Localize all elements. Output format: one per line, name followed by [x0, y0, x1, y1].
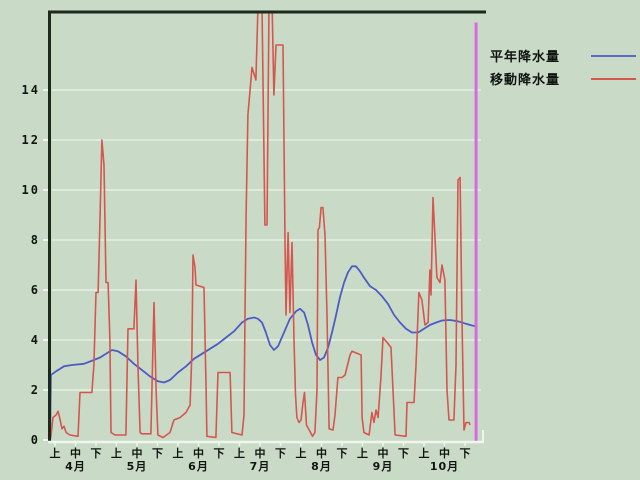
x-axis-period-label: 中: [70, 447, 81, 460]
x-axis-period-label: 上: [234, 447, 245, 460]
x-axis-month-label: 7月: [249, 460, 271, 473]
x-axis-month-label: 10月: [429, 460, 460, 473]
legend: 平年降水量 移動降水量: [490, 44, 636, 90]
legend-item-normal-precipitation: 平年降水量: [490, 44, 636, 67]
y-axis-label: 14: [21, 83, 40, 97]
x-axis-period-label: 下: [90, 447, 102, 460]
x-axis-period-label: 中: [439, 447, 450, 460]
x-axis-month-label: 8月: [311, 460, 332, 473]
y-axis-label: 10: [21, 183, 40, 197]
x-axis-month-label: 6月: [188, 460, 209, 473]
y-axis-label: 2: [30, 383, 40, 397]
y-axis-label: 0: [30, 433, 40, 447]
x-axis-period-label: 上: [111, 447, 122, 460]
x-axis-period-label: 中: [316, 447, 327, 460]
x-axis-month-label: 4月: [65, 460, 86, 473]
legend-line-red-icon: [591, 77, 636, 80]
x-axis-period-label: 下: [398, 447, 409, 460]
y-axis-label: 4: [30, 333, 40, 347]
x-axis-period-label: 中: [377, 447, 389, 460]
x-axis-period-label: 下: [213, 447, 225, 460]
x-axis-period-label: 下: [336, 447, 348, 460]
x-axis-month-label: 9月: [372, 460, 394, 473]
x-axis-period-label: 下: [275, 447, 286, 460]
y-axis-label: 6: [30, 283, 40, 297]
x-axis-period-label: 上: [172, 447, 184, 460]
x-axis-period-label: 中: [193, 447, 204, 460]
legend-line-blue-icon: [591, 54, 636, 57]
x-axis-period-label: 中: [131, 447, 143, 460]
series-moving-precipitation-line: [51, 12, 471, 440]
legend-label-moving: 移動降水量: [490, 73, 561, 88]
x-axis-period-label: 上: [418, 447, 430, 460]
x-axis-period-label: 下: [152, 447, 163, 460]
y-axis-label: 12: [21, 133, 40, 147]
x-axis-period-label: 下: [459, 447, 471, 460]
y-axis-label: 8: [30, 233, 40, 247]
x-axis-period-label: 上: [49, 447, 61, 460]
legend-item-moving-precipitation: 移動降水量: [490, 67, 636, 90]
x-axis-month-label: 5月: [126, 460, 148, 473]
x-axis-period-label: 上: [357, 447, 368, 460]
x-axis-period-label: 中: [254, 447, 266, 460]
legend-label-normal: 平年降水量: [490, 50, 561, 65]
x-axis-period-label: 上: [295, 447, 307, 460]
series-normal-precipitation-line: [51, 265, 477, 441]
